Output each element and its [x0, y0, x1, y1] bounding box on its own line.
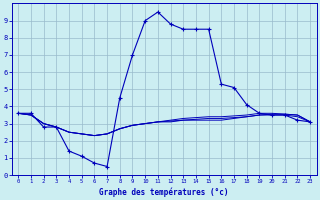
- X-axis label: Graphe des températures (°c): Graphe des températures (°c): [100, 187, 229, 197]
